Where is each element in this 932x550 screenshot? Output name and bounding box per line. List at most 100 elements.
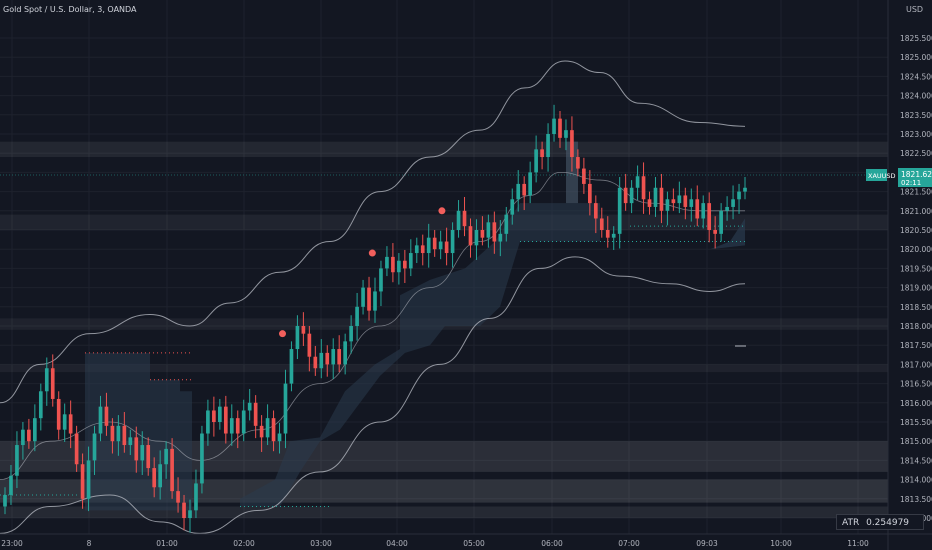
candle-body [62, 414, 67, 430]
candle-body [325, 352, 330, 365]
symbol-title[interactable]: Gold Spot / U.S. Dollar, 3, OANDA [3, 5, 137, 14]
candle-body [194, 483, 198, 511]
price-tick-label: 1824.000 [900, 92, 932, 101]
volume-band [0, 479, 888, 503]
price-tick-label: 1818.000 [900, 322, 932, 331]
candle-body [623, 187, 628, 204]
candle-body [438, 241, 443, 250]
candle-body [408, 253, 413, 269]
price-axis[interactable]: 1813.0001813.5001814.0001814.5001815.000… [900, 34, 932, 523]
price-tick-label: 1814.000 [900, 476, 932, 485]
candle-body [259, 425, 264, 438]
candle-body [152, 468, 157, 488]
candle-body [289, 349, 294, 384]
volume-band [0, 141, 888, 158]
candle-body [38, 391, 43, 419]
candle-body [516, 183, 521, 200]
candle-body [552, 118, 556, 134]
price-tick-label: 1817.500 [900, 341, 932, 350]
signal-marker [438, 207, 446, 215]
candle-body [546, 134, 550, 158]
cloud-area [240, 203, 600, 507]
candle-body [677, 195, 682, 204]
candle-body [588, 183, 592, 204]
price-tick-label: 1823.500 [900, 111, 932, 120]
candle-body [367, 287, 371, 311]
candle-body [665, 199, 670, 211]
candle-body [74, 433, 79, 465]
upper-band [0, 60, 746, 404]
signal-marker [368, 249, 376, 257]
candle-body [110, 425, 115, 442]
volume-band [0, 214, 888, 230]
candle-body [301, 326, 306, 334]
cloud-area [566, 141, 578, 204]
candle-body [456, 210, 461, 230]
candle-body [44, 368, 49, 392]
candle-body [450, 230, 455, 254]
bollinger-bands [0, 60, 746, 534]
candle-body [21, 429, 25, 446]
price-tick-label: 1824.500 [900, 72, 932, 81]
candle-body [659, 187, 664, 211]
time-tick-label: 04:00 [386, 539, 408, 548]
candle-body [271, 418, 276, 442]
candle-body [474, 230, 479, 246]
candle-body [695, 199, 700, 219]
candle-body [719, 210, 723, 234]
support-resistance-clouds [0, 141, 745, 511]
candle-body [564, 130, 568, 138]
signal-marker [279, 330, 286, 338]
candle-body [522, 183, 527, 196]
candle-body [701, 203, 706, 219]
candle-body [379, 268, 383, 292]
candle-body [182, 502, 186, 518]
candle-body [247, 402, 252, 411]
candlesticks[interactable] [3, 104, 747, 533]
candle-body [343, 341, 347, 365]
price-tick-label: 1821.000 [900, 207, 932, 216]
candle-body [599, 218, 604, 230]
candle-body [313, 356, 318, 369]
price-tick-label: 1821.500 [900, 188, 932, 197]
time-tick-label: 10:00 [770, 539, 792, 548]
candle-body [92, 433, 97, 461]
candle-body [373, 291, 377, 311]
candle-body [15, 445, 19, 476]
candle-body [540, 149, 544, 158]
candle-body [50, 368, 55, 399]
time-axis[interactable]: 23:00 8 01:00 02:00 03:00 04:00 05:00 06:00 07:0… [1, 539, 869, 548]
candle-body [391, 256, 395, 273]
price-tick-label: 1819.000 [900, 284, 932, 293]
candle-body [617, 187, 622, 234]
time-tick-label: 09:03 [696, 539, 718, 548]
time-tick-label: 11:00 [847, 539, 869, 548]
candle-body [116, 425, 121, 442]
candle-body [319, 352, 324, 369]
candle-body [212, 410, 216, 422]
candle-body [200, 433, 204, 484]
candle-body [98, 406, 103, 434]
candle-body [86, 460, 91, 499]
candle-body [611, 233, 616, 238]
price-tick-label: 1816.000 [900, 399, 932, 408]
price-tag-symbol: XAUUSD [868, 172, 896, 180]
time-tick-label: 03:00 [310, 539, 332, 548]
time-tick-label: 23:00 [1, 539, 23, 548]
candle-body [713, 230, 717, 234]
candle-body [414, 245, 419, 254]
candle-body [295, 326, 300, 350]
atr-indicator[interactable]: ATR 0.254979 [836, 514, 924, 530]
price-tick-label: 1818.500 [900, 303, 932, 312]
candle-body [140, 445, 145, 461]
currency-label: USD [906, 5, 923, 14]
middle-band [0, 171, 745, 480]
candle-body [689, 199, 694, 207]
candle-body [576, 157, 580, 169]
candle-body [9, 475, 13, 495]
atr-value: 0.254979 [866, 518, 910, 528]
candle-body [420, 245, 425, 254]
price-tick-label: 1819.500 [900, 264, 932, 273]
price-tick-label: 1815.500 [900, 418, 932, 427]
